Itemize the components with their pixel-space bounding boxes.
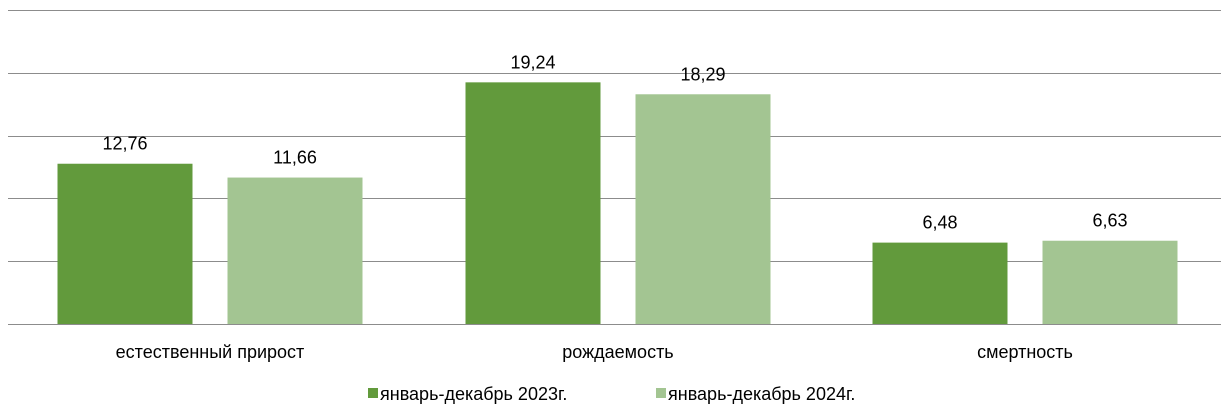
category-label: рождаемость bbox=[562, 342, 673, 362]
category-label: естественный прирост bbox=[116, 342, 305, 362]
legend-swatch bbox=[656, 388, 666, 398]
bar-2024-0 bbox=[227, 177, 363, 324]
legend-swatch bbox=[368, 388, 378, 398]
bar-2024-1 bbox=[635, 94, 771, 324]
bars bbox=[57, 82, 1178, 324]
legend-label: январь-декабрь 2023г. bbox=[380, 384, 567, 404]
category-labels: естественный прирост рождаемость смертност… bbox=[116, 342, 1073, 362]
data-label: 12,76 bbox=[102, 134, 147, 154]
legend-label: январь-декабрь 2024г. bbox=[668, 384, 855, 404]
bar-2023-1 bbox=[465, 82, 601, 324]
bar-2024-2 bbox=[1042, 240, 1178, 324]
legend: январь-декабрь 2023г. январь-декабрь 2024… bbox=[368, 384, 855, 404]
data-label: 11,66 bbox=[273, 148, 317, 168]
bar-2023-2 bbox=[872, 242, 1008, 324]
value-labels: 12,76 11,66 19,24 18,29 6,48 6,63 bbox=[102, 52, 1127, 232]
data-label: 18,29 bbox=[680, 64, 725, 84]
bar-2023-0 bbox=[57, 163, 193, 324]
data-label: 19,24 bbox=[510, 52, 555, 72]
category-label: смертность bbox=[977, 342, 1073, 362]
data-label: 6,48 bbox=[922, 213, 957, 233]
gridlines bbox=[8, 10, 1221, 325]
data-label: 6,63 bbox=[1092, 211, 1127, 231]
